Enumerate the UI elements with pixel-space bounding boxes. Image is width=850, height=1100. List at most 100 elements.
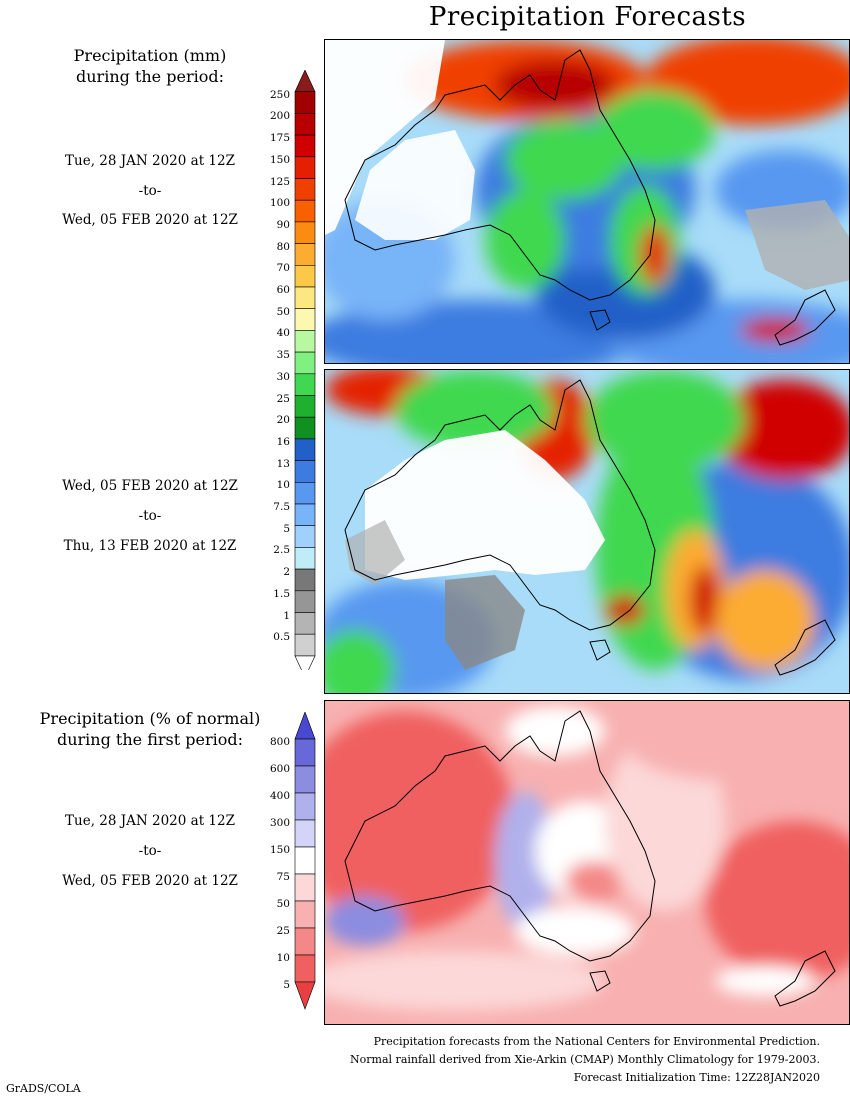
period1-start: Tue, 28 JAN 2020 at 12Z: [65, 153, 235, 169]
colorbar-tick-label: 7.5: [273, 501, 290, 513]
colorbar-swatch: [294, 954, 316, 983]
colorbar-tick-label: 50: [276, 305, 290, 318]
colorbar-swatch: [294, 792, 316, 821]
colorbar-top-arrow: [294, 70, 316, 93]
colorbar-swatch: [294, 738, 316, 767]
colorbar-bottom-arrow: [294, 655, 316, 670]
colorbar-swatch: [294, 460, 316, 483]
colorbar-tick-label: 25: [276, 925, 290, 937]
colorbar-swatch: [294, 547, 316, 570]
colorbar-swatch: [294, 243, 316, 266]
colorbar-tick-label: 100: [269, 197, 290, 210]
amount-legend-heading-line1: Precipitation (mm): [73, 46, 227, 65]
colorbar-swatch: [294, 221, 316, 244]
colorbar-swatch: [294, 900, 316, 929]
colorbar-swatch: [294, 846, 316, 875]
colorbar-tick-label: 1: [283, 609, 290, 622]
colorbar-tick-label: 75: [276, 871, 290, 883]
forecast-map-period1: [324, 39, 850, 364]
colorbar-swatch: [294, 633, 316, 657]
colorbar-swatch: [294, 351, 316, 375]
colorbar-swatch: [294, 590, 316, 613]
colorbar-tick-label: 800: [269, 736, 290, 748]
colorbar-swatch: [294, 373, 316, 396]
colorbar-tick-label: 40: [276, 327, 290, 340]
colorbar-tick-label: 400: [269, 790, 290, 802]
colorbar-tick-label: 2: [283, 566, 290, 579]
percent-colorbar: [294, 712, 316, 1010]
forecast-map-period2: [324, 369, 850, 694]
colorbar-swatch: [294, 612, 316, 635]
colorbar-tick-label: 150: [269, 844, 290, 856]
colorbar-swatch: [294, 927, 316, 956]
footer-line1: Precipitation forecasts from the Nationa…: [373, 1035, 820, 1048]
colorbar-swatch: [294, 286, 316, 310]
colorbar-tick-label: 200: [269, 110, 290, 123]
colorbar-tick-label: 1.5: [273, 587, 290, 600]
colorbar-bottom-arrow: [294, 981, 316, 1010]
colorbar-tick-label: 175: [269, 132, 290, 145]
period2-to: -to-: [138, 508, 162, 524]
colorbar-tick-label: 150: [269, 153, 290, 166]
colorbar-swatch: [294, 308, 316, 331]
colorbar-tick-label: 250: [269, 88, 290, 101]
colorbar-tick-label: 30: [276, 370, 290, 383]
period3-end: Wed, 05 FEB 2020 at 12Z: [62, 873, 238, 889]
colorbar-swatch: [294, 819, 316, 848]
colorbar-top-arrow: [294, 712, 316, 740]
period1-to: -to-: [138, 183, 162, 199]
colorbar-swatch: [294, 265, 316, 288]
period2-end: Thu, 13 FEB 2020 at 12Z: [63, 538, 237, 554]
colorbar-tick-label: 10: [276, 952, 290, 964]
colorbar-tick-label: 90: [276, 218, 290, 231]
colorbar-tick-label: 16: [276, 435, 290, 448]
amount-colorbar: [294, 70, 316, 670]
colorbar-tick-label: 20: [276, 414, 290, 427]
colorbar-tick-label: 2.5: [273, 544, 290, 557]
colorbar-tick-label: 80: [276, 240, 290, 253]
colorbar-tick-label: 50: [276, 898, 290, 910]
colorbar-tick-label: 13: [276, 457, 290, 470]
amount-legend-heading-line2: during the period:: [76, 67, 224, 86]
colorbar-swatch: [294, 113, 316, 136]
colorbar-tick-label: 300: [269, 817, 290, 829]
footer-notes: Precipitation forecasts from the Nationa…: [350, 1033, 820, 1087]
colorbar-swatch: [294, 568, 316, 592]
colorbar-tick-label: 35: [276, 349, 290, 362]
percent-legend-heading-line1: Precipitation (% of normal): [39, 709, 261, 728]
colorbar-tick-label: 70: [276, 262, 290, 275]
period2-start: Wed, 05 FEB 2020 at 12Z: [62, 478, 238, 494]
colorbar-swatch: [294, 525, 316, 548]
colorbar-swatch: [294, 481, 316, 505]
colorbar-tick-label: 25: [276, 392, 290, 405]
colorbar-swatch: [294, 91, 316, 114]
period3-start: Tue, 28 JAN 2020 at 12Z: [65, 813, 235, 829]
colorbar-swatch: [294, 395, 316, 418]
page-title: Precipitation Forecasts: [428, 2, 747, 32]
colorbar-swatch: [294, 178, 316, 201]
colorbar-tick-label: 5: [283, 522, 290, 535]
percent-legend-heading-line2: during the first period:: [56, 730, 244, 749]
colorbar-tick-label: 5: [283, 979, 290, 991]
footer-line2: Normal rainfall derived from Xie-Arkin (…: [350, 1053, 820, 1066]
colorbar-swatch: [294, 503, 316, 527]
percent-normal-map: [324, 700, 850, 1025]
colorbar-swatch: [294, 438, 316, 461]
colorbar-swatch: [294, 330, 316, 353]
footer-line3: Forecast Initialization Time: 12Z28JAN20…: [573, 1071, 820, 1084]
amount-legend-heading: Precipitation (mm) during the period:: [0, 45, 300, 87]
period3-to: -to-: [138, 843, 162, 859]
colorbar-swatch: [294, 765, 316, 794]
colorbar-tick-label: 10: [276, 479, 290, 492]
colorbar-swatch: [294, 873, 316, 902]
colorbar-swatch: [294, 134, 316, 158]
colorbar-swatch: [294, 416, 316, 440]
colorbar-tick-label: 600: [269, 763, 290, 775]
colorbar-tick-label: 60: [276, 284, 290, 296]
colorbar-swatch: [294, 156, 316, 179]
colorbar-swatch: [294, 199, 316, 223]
period1-end: Wed, 05 FEB 2020 at 12Z: [62, 212, 238, 228]
grads-credit: GrADS/COLA: [6, 1082, 81, 1095]
colorbar-tick-label: 125: [269, 175, 290, 188]
percent-legend-heading: Precipitation (% of normal) during the f…: [0, 708, 300, 750]
